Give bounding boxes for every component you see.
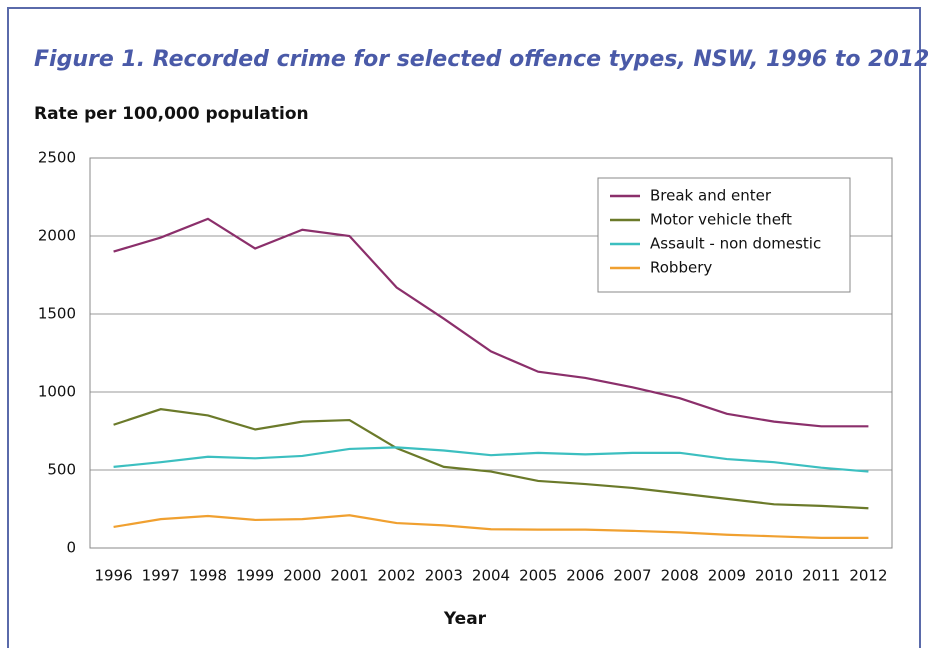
x-tick-label: 2008 [661,567,699,585]
y-tick-label: 2500 [38,149,76,167]
legend-label: Robbery [650,259,712,277]
legend-label: Assault - non domestic [650,235,821,253]
x-tick-label: 2005 [519,567,557,585]
chart-title: Figure 1. Recorded crime for selected of… [34,47,928,72]
x-tick-label: 1997 [142,567,180,585]
legend-label: Break and enter [650,187,772,205]
series-line [113,408,869,510]
plot-border [89,157,893,549]
frame [7,7,921,652]
x-tick-label: 2012 [849,567,887,585]
x-tick-label: 2003 [425,567,463,585]
y-tick-label: 500 [47,461,76,479]
y-tick-label: 1500 [38,305,76,323]
series-line [113,217,869,428]
x-tick-label: 2007 [613,567,651,585]
x-tick-label: 1996 [94,567,132,585]
x-tick-label: 2004 [472,567,510,585]
series-line [113,446,869,473]
x-tick-label: 2011 [802,567,840,585]
x-tick-label: 2009 [708,567,746,585]
x-tick-label: 2002 [378,567,416,585]
y-tick-label: 1000 [38,383,76,401]
y-tick-label: 2000 [38,227,76,245]
y-tick-label: 0 [66,539,76,557]
series-line [113,514,869,539]
x-tick-label: 2000 [283,567,321,585]
legend-label: Motor vehicle theft [650,211,792,229]
x-tick-label: 2010 [755,567,793,585]
x-tick-label: 2001 [330,567,368,585]
x-axis-label: Year [443,609,487,629]
x-tick-label: 2006 [566,567,604,585]
x-tick-label: 1999 [236,567,274,585]
x-tick-label: 1998 [189,567,227,585]
y-axis-label: Rate per 100,000 population [34,104,309,124]
